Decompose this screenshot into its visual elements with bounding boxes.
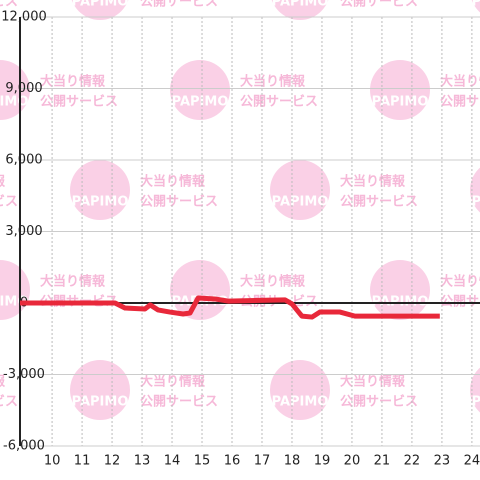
x-tick-label: 19 bbox=[314, 454, 331, 469]
y-tick-label: 9,000 bbox=[5, 81, 42, 96]
watermark-logo bbox=[70, 360, 130, 420]
y-tick-label: 3,000 bbox=[5, 224, 42, 239]
grid: 10 11 12 13 14 15 16 17 18 19 20 21 22 23 24 -6,000 -3,0… bbox=[1, 10, 480, 469]
watermark-logo bbox=[270, 160, 330, 220]
watermark-text: 公開サービス bbox=[440, 94, 480, 110]
watermarks: PAPIMO大当り情報公開サービスPAPIMO大当り情報公開サービスPAPIMO… bbox=[0, 0, 480, 420]
watermark-text: 大当り情報 bbox=[340, 174, 406, 190]
watermark-logo bbox=[170, 260, 230, 320]
x-tick-label: 10 bbox=[44, 454, 61, 469]
x-tick-label: 18 bbox=[284, 454, 301, 469]
y-tick-label: 12,000 bbox=[1, 10, 47, 25]
watermark-logo-text: PAPIMO bbox=[272, 0, 329, 10]
watermark-text: 公開サービス bbox=[240, 94, 318, 110]
watermark-logo bbox=[0, 60, 30, 120]
watermark-text: 公開サービス bbox=[140, 394, 218, 410]
watermark-logo-text: PAPIMO bbox=[72, 0, 129, 10]
x-tick-label: 13 bbox=[134, 454, 151, 469]
watermark-logo bbox=[271, 0, 329, 20]
x-tick-label: 17 bbox=[254, 454, 271, 469]
watermark-text: 大当り情報 bbox=[440, 274, 480, 290]
watermark-text: 大当り情報 bbox=[240, 274, 306, 290]
watermark-text: 公開サービス bbox=[0, 0, 18, 10]
x-tick-label: 12 bbox=[104, 454, 121, 469]
watermark-text: 大当り情報 bbox=[0, 374, 6, 390]
watermark-logo bbox=[0, 260, 30, 320]
watermark-text: 公開サービス bbox=[340, 0, 418, 10]
plot bbox=[20, 295, 440, 320]
watermark-text: 大当り情報 bbox=[340, 374, 406, 390]
watermark-text: 大当り情報 bbox=[240, 74, 306, 90]
watermark-logo-text: PAPIMO bbox=[472, 0, 480, 10]
data-line bbox=[20, 295, 440, 320]
watermark-logo bbox=[70, 160, 130, 220]
watermark-text: 公開サービス bbox=[440, 294, 480, 310]
watermark-logo-text: PAPIMO bbox=[72, 195, 129, 210]
watermark-logo-text: PAPIMO bbox=[0, 95, 28, 110]
x-tick-label: 11 bbox=[74, 454, 91, 469]
x-tick-label: 15 bbox=[194, 454, 211, 469]
watermark-text: 公開サービス bbox=[340, 194, 418, 210]
y-tick-label: -3,000 bbox=[3, 367, 45, 382]
watermark-text: 公開サービス bbox=[0, 194, 18, 210]
x-tick-label: 14 bbox=[164, 454, 181, 469]
watermark-logo bbox=[170, 60, 230, 120]
watermark-text: 大当り情報 bbox=[40, 274, 106, 290]
watermark-logo-text: PAPIMO bbox=[72, 395, 129, 410]
x-tick-label: 23 bbox=[434, 454, 451, 469]
watermark-logo-text: PAPIMO bbox=[472, 195, 480, 210]
x-tick-label: 24 bbox=[464, 454, 480, 469]
watermark-text: 公開サービス bbox=[140, 194, 218, 210]
watermark-text: 公開サービス bbox=[140, 0, 218, 10]
watermark-text: 大当り情報 bbox=[140, 374, 206, 390]
watermark-logo-text: PAPIMO bbox=[272, 395, 329, 410]
watermark-logo-text: PAPIMO bbox=[272, 195, 329, 210]
watermark-logo-text: PAPIMO bbox=[372, 95, 429, 110]
watermark-text: 大当り情報 bbox=[140, 174, 206, 190]
watermark-logo bbox=[471, 0, 480, 13]
watermark-text: 公開サービス bbox=[0, 394, 18, 410]
watermark-logo bbox=[71, 0, 129, 20]
watermark-logo-text: PAPIMO bbox=[472, 395, 480, 410]
watermark-logo-text: PAPIMO bbox=[172, 95, 229, 110]
watermark-text: 公開サービス bbox=[340, 394, 418, 410]
watermark-logo bbox=[370, 260, 430, 320]
x-tick-label: 21 bbox=[374, 454, 391, 469]
y-tick-label: -6,000 bbox=[3, 439, 45, 454]
x-tick-label: 20 bbox=[344, 454, 361, 469]
watermark-text: 公開サービス bbox=[40, 94, 118, 110]
watermark-logo bbox=[370, 60, 430, 120]
watermark-logo bbox=[270, 360, 330, 420]
watermark-text: 大当り情報 bbox=[440, 74, 480, 90]
watermark-logo bbox=[470, 367, 480, 413]
watermark-text: 大当り情報 bbox=[40, 74, 106, 90]
x-tick-label: 22 bbox=[404, 454, 421, 469]
x-tick-label: 16 bbox=[224, 454, 241, 469]
watermark-logo bbox=[470, 167, 480, 213]
watermark-logo-text: PAPIMO bbox=[0, 295, 28, 310]
watermark-text: 大当り情報 bbox=[0, 174, 6, 190]
y-tick-label: 6,000 bbox=[5, 153, 42, 168]
